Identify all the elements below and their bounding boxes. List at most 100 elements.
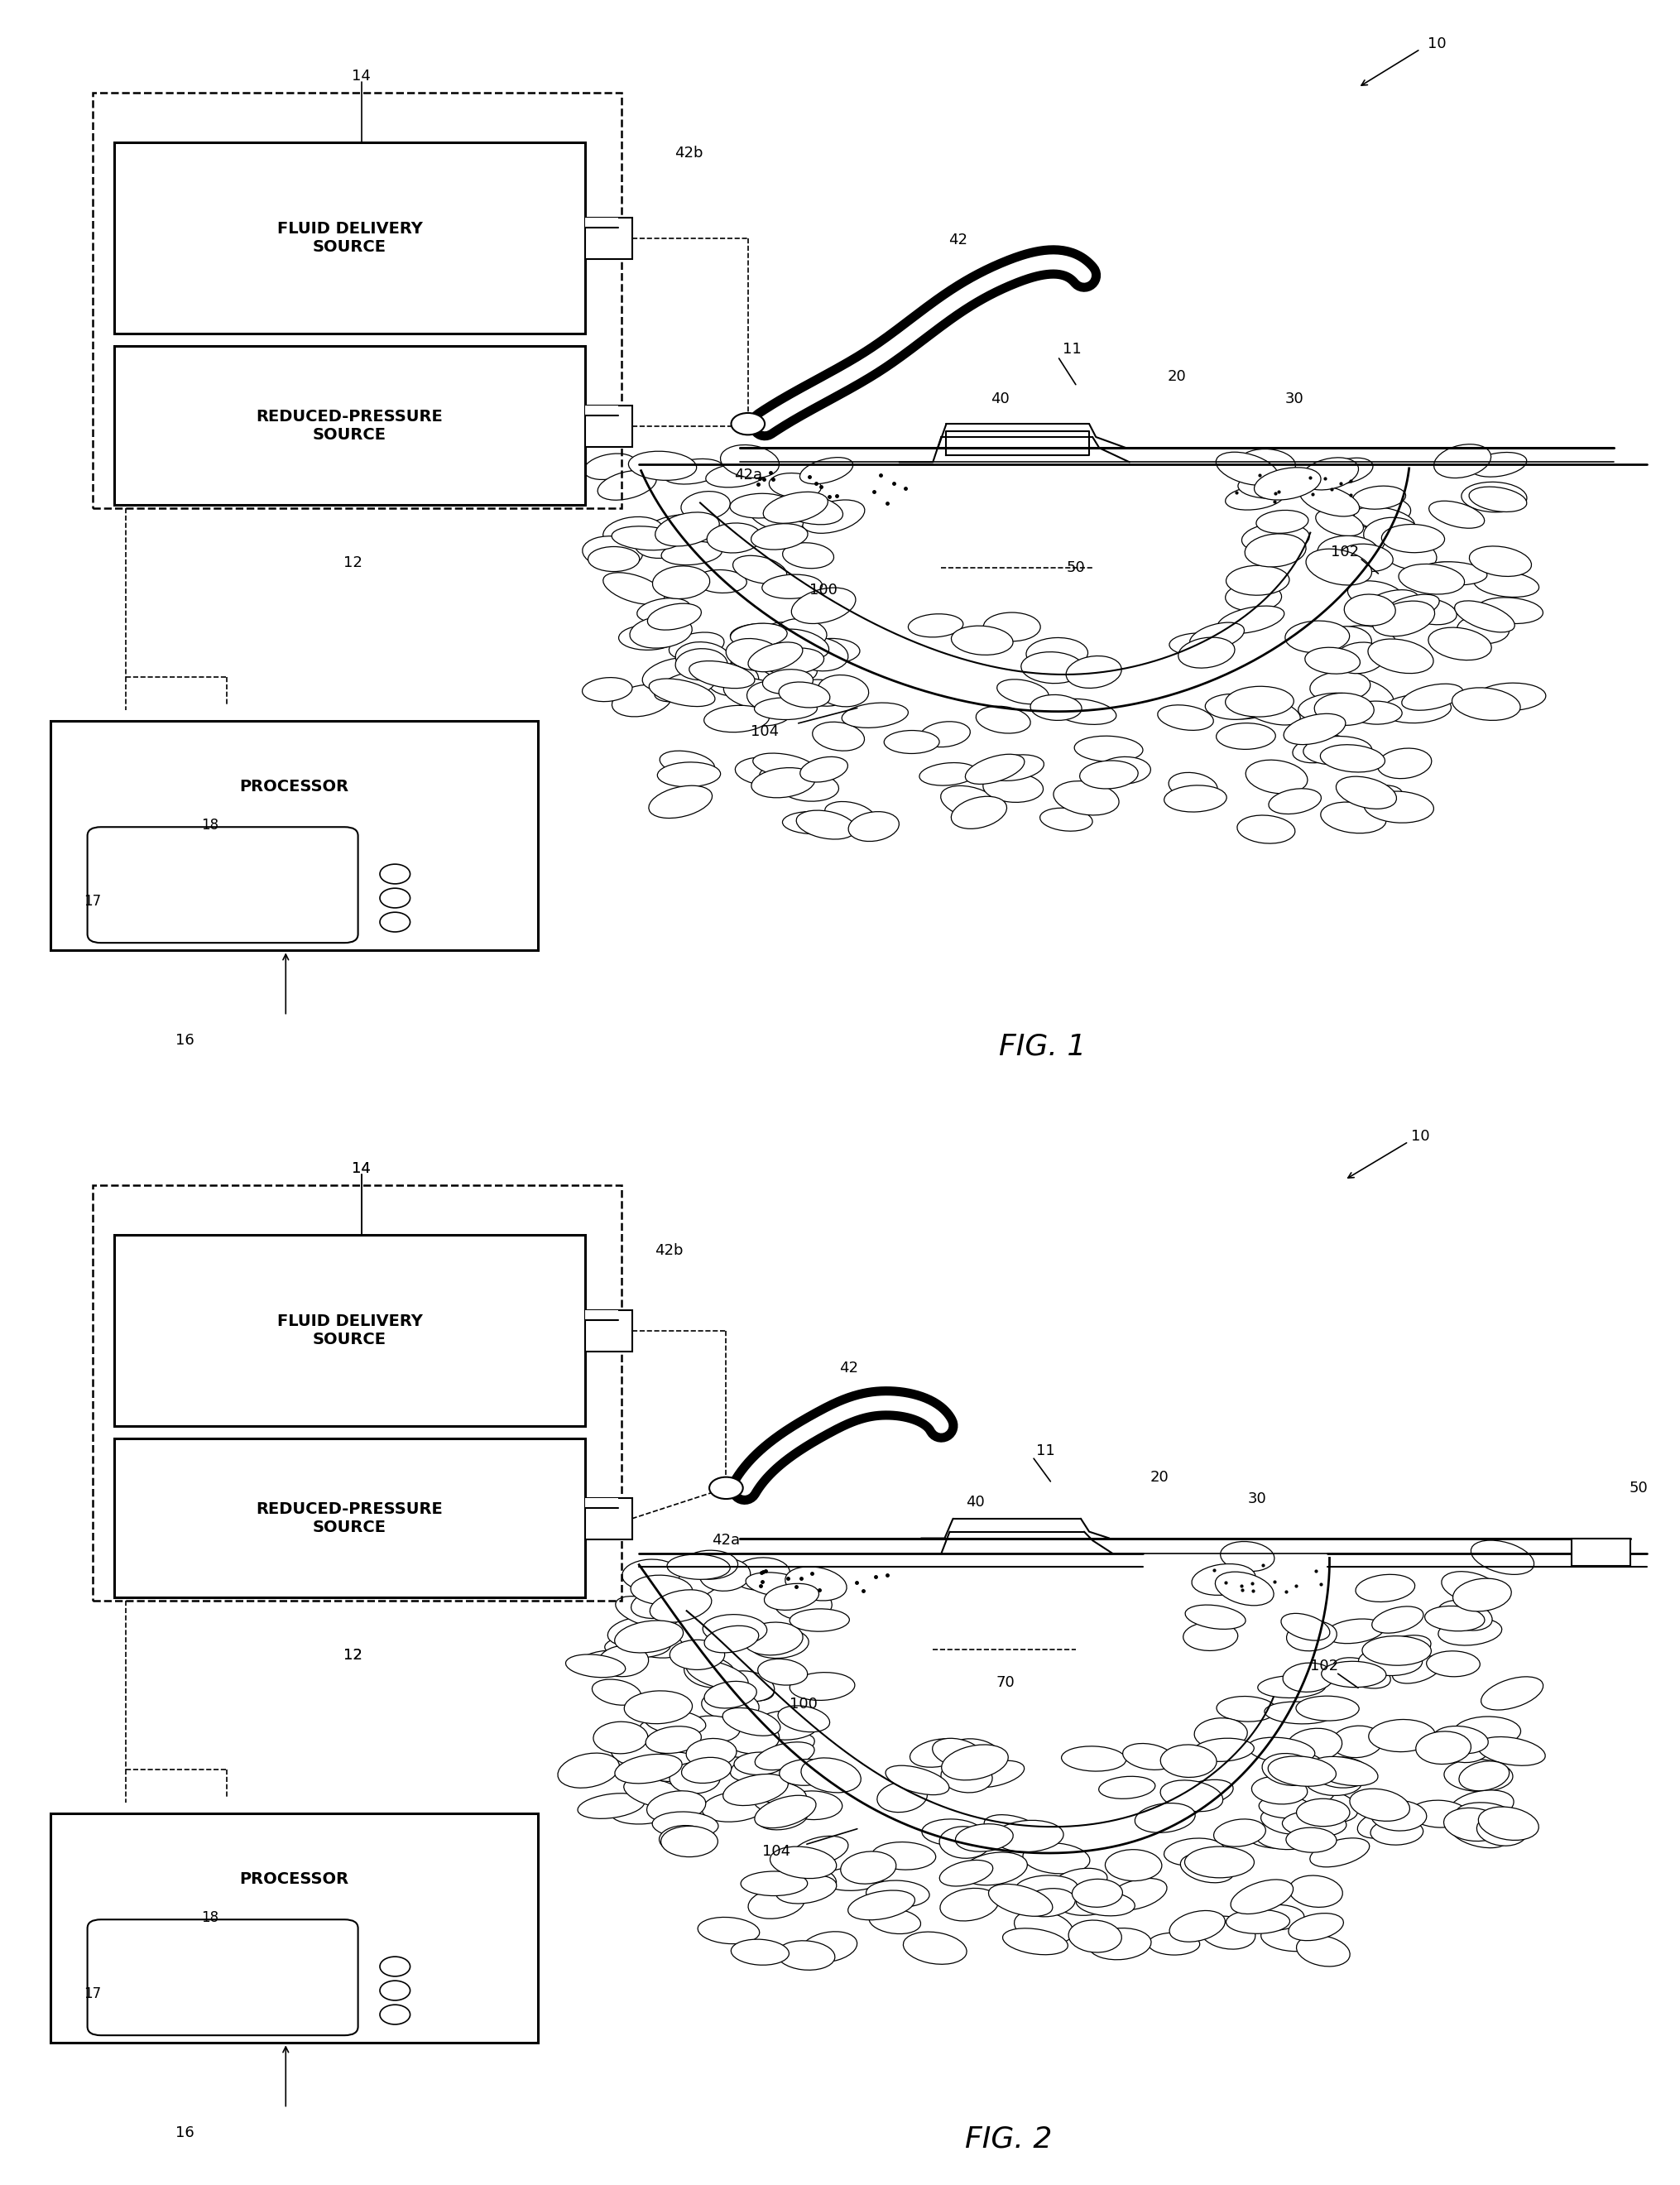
- Ellipse shape: [630, 616, 692, 649]
- Ellipse shape: [763, 492, 828, 524]
- Ellipse shape: [1344, 594, 1394, 625]
- Ellipse shape: [1332, 1658, 1389, 1689]
- Ellipse shape: [1193, 1739, 1253, 1761]
- Ellipse shape: [1475, 684, 1546, 710]
- Ellipse shape: [1364, 590, 1418, 616]
- Ellipse shape: [1200, 1916, 1255, 1949]
- Ellipse shape: [1368, 638, 1433, 673]
- Text: 100: 100: [810, 583, 837, 597]
- Ellipse shape: [704, 1680, 756, 1709]
- Ellipse shape: [790, 638, 848, 671]
- Circle shape: [380, 863, 410, 885]
- Ellipse shape: [1317, 535, 1378, 568]
- Ellipse shape: [684, 1656, 736, 1687]
- Ellipse shape: [610, 1798, 675, 1824]
- Text: REDUCED-PRESSURE
SOURCE: REDUCED-PRESSURE SOURCE: [255, 1501, 444, 1536]
- Ellipse shape: [783, 811, 843, 835]
- Ellipse shape: [1357, 1807, 1415, 1838]
- Ellipse shape: [801, 1759, 860, 1792]
- Ellipse shape: [1478, 1807, 1537, 1840]
- Ellipse shape: [1285, 1827, 1336, 1853]
- Ellipse shape: [848, 1890, 914, 1921]
- Ellipse shape: [1468, 487, 1525, 511]
- Ellipse shape: [675, 649, 727, 680]
- Text: 42b: 42b: [655, 1243, 682, 1259]
- Ellipse shape: [1236, 815, 1294, 843]
- Ellipse shape: [1477, 1737, 1544, 1765]
- Text: 12: 12: [343, 1647, 363, 1663]
- Text: 17: 17: [84, 1986, 101, 2001]
- Ellipse shape: [1062, 1746, 1126, 1772]
- Ellipse shape: [1184, 1846, 1253, 1877]
- Ellipse shape: [1252, 1776, 1307, 1805]
- Ellipse shape: [1320, 745, 1384, 771]
- Ellipse shape: [803, 638, 860, 664]
- Ellipse shape: [1404, 599, 1457, 625]
- Ellipse shape: [654, 671, 716, 701]
- Ellipse shape: [948, 1739, 1001, 1770]
- Text: 30: 30: [1247, 1492, 1267, 1505]
- Ellipse shape: [753, 754, 816, 778]
- Ellipse shape: [884, 730, 939, 754]
- Ellipse shape: [780, 1759, 832, 1785]
- Ellipse shape: [976, 706, 1030, 734]
- Ellipse shape: [722, 1709, 780, 1735]
- Ellipse shape: [1216, 723, 1275, 749]
- Ellipse shape: [1159, 1781, 1223, 1811]
- Ellipse shape: [1247, 1905, 1304, 1929]
- Ellipse shape: [1334, 642, 1384, 673]
- Ellipse shape: [961, 1853, 1026, 1886]
- Text: 14: 14: [351, 1162, 371, 1176]
- Text: 50: 50: [1628, 1481, 1648, 1495]
- Ellipse shape: [1169, 634, 1230, 655]
- Ellipse shape: [1147, 1934, 1200, 1956]
- Ellipse shape: [1292, 734, 1349, 763]
- Ellipse shape: [1099, 1776, 1154, 1798]
- Ellipse shape: [645, 1726, 701, 1752]
- Ellipse shape: [751, 524, 808, 551]
- Ellipse shape: [1075, 1892, 1134, 1916]
- Ellipse shape: [1003, 1929, 1067, 1956]
- Ellipse shape: [1225, 566, 1289, 594]
- Ellipse shape: [790, 1608, 848, 1632]
- Ellipse shape: [628, 452, 696, 481]
- Ellipse shape: [1280, 1613, 1329, 1641]
- Ellipse shape: [1225, 1910, 1289, 1934]
- Text: 10: 10: [1410, 1130, 1430, 1143]
- Ellipse shape: [1378, 594, 1438, 625]
- Ellipse shape: [731, 623, 786, 647]
- Ellipse shape: [1470, 1540, 1534, 1575]
- Ellipse shape: [774, 1588, 832, 1621]
- Ellipse shape: [1373, 601, 1435, 636]
- Ellipse shape: [578, 1794, 645, 1818]
- Ellipse shape: [1194, 1717, 1247, 1748]
- Ellipse shape: [941, 787, 1000, 819]
- Ellipse shape: [583, 535, 642, 568]
- FancyBboxPatch shape: [50, 721, 538, 950]
- Ellipse shape: [1189, 623, 1243, 651]
- Ellipse shape: [1443, 1759, 1512, 1792]
- Ellipse shape: [591, 1680, 640, 1704]
- Ellipse shape: [612, 684, 672, 717]
- FancyBboxPatch shape: [114, 1438, 585, 1597]
- Ellipse shape: [877, 1781, 927, 1811]
- Ellipse shape: [1376, 747, 1431, 778]
- Ellipse shape: [764, 1584, 818, 1610]
- Ellipse shape: [669, 1641, 724, 1669]
- Ellipse shape: [622, 1560, 679, 1591]
- Text: 20: 20: [1149, 1471, 1169, 1484]
- Bar: [92, 1184, 622, 1599]
- Ellipse shape: [758, 1658, 806, 1685]
- Ellipse shape: [1068, 1921, 1121, 1953]
- Ellipse shape: [731, 1940, 788, 1964]
- Ellipse shape: [706, 463, 766, 487]
- Text: PROCESSOR: PROCESSOR: [239, 1870, 349, 1888]
- Ellipse shape: [685, 1661, 748, 1689]
- Ellipse shape: [640, 1720, 707, 1746]
- Ellipse shape: [776, 1875, 837, 1903]
- Ellipse shape: [704, 706, 769, 732]
- Ellipse shape: [1215, 452, 1277, 485]
- Ellipse shape: [1220, 1540, 1273, 1571]
- Ellipse shape: [675, 642, 731, 675]
- Ellipse shape: [583, 454, 635, 479]
